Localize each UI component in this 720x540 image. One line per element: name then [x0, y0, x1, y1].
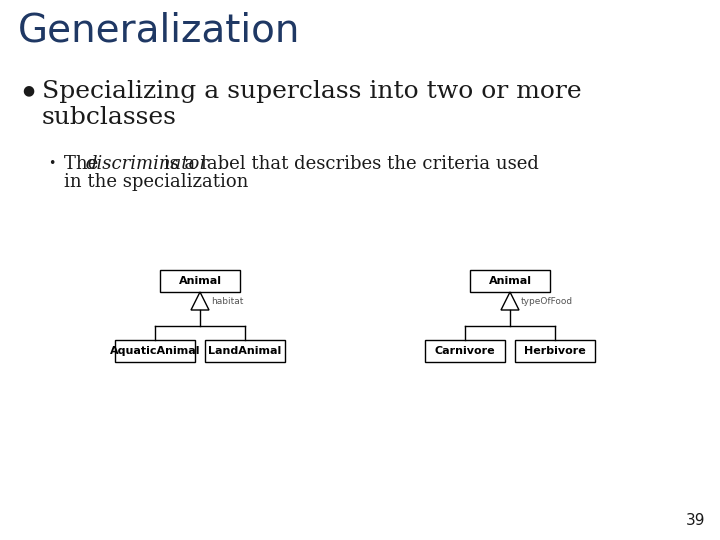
Text: AquaticAnimal: AquaticAnimal — [109, 346, 200, 356]
Text: Animal: Animal — [179, 276, 222, 286]
Text: The: The — [64, 155, 104, 173]
Text: Animal: Animal — [488, 276, 531, 286]
Text: Carnivore: Carnivore — [435, 346, 495, 356]
Text: ●: ● — [22, 83, 34, 97]
Text: typeOfFood: typeOfFood — [521, 296, 573, 306]
Text: discriminator: discriminator — [86, 155, 209, 173]
Text: LandAnimal: LandAnimal — [208, 346, 282, 356]
Text: 39: 39 — [685, 513, 705, 528]
Text: subclasses: subclasses — [42, 106, 177, 129]
Text: Herbivore: Herbivore — [524, 346, 586, 356]
Bar — [115, 340, 195, 362]
Bar — [160, 270, 240, 292]
Bar — [425, 340, 505, 362]
Text: in the specialization: in the specialization — [64, 173, 248, 191]
Text: Generalization: Generalization — [18, 12, 300, 50]
Text: habitat: habitat — [211, 296, 243, 306]
Bar — [470, 270, 550, 292]
Text: Specializing a superclass into two or more: Specializing a superclass into two or mo… — [42, 80, 582, 103]
Text: is a label that describes the criteria used: is a label that describes the criteria u… — [158, 155, 539, 173]
Bar — [205, 340, 285, 362]
Bar — [515, 340, 595, 362]
Text: •: • — [48, 157, 55, 170]
